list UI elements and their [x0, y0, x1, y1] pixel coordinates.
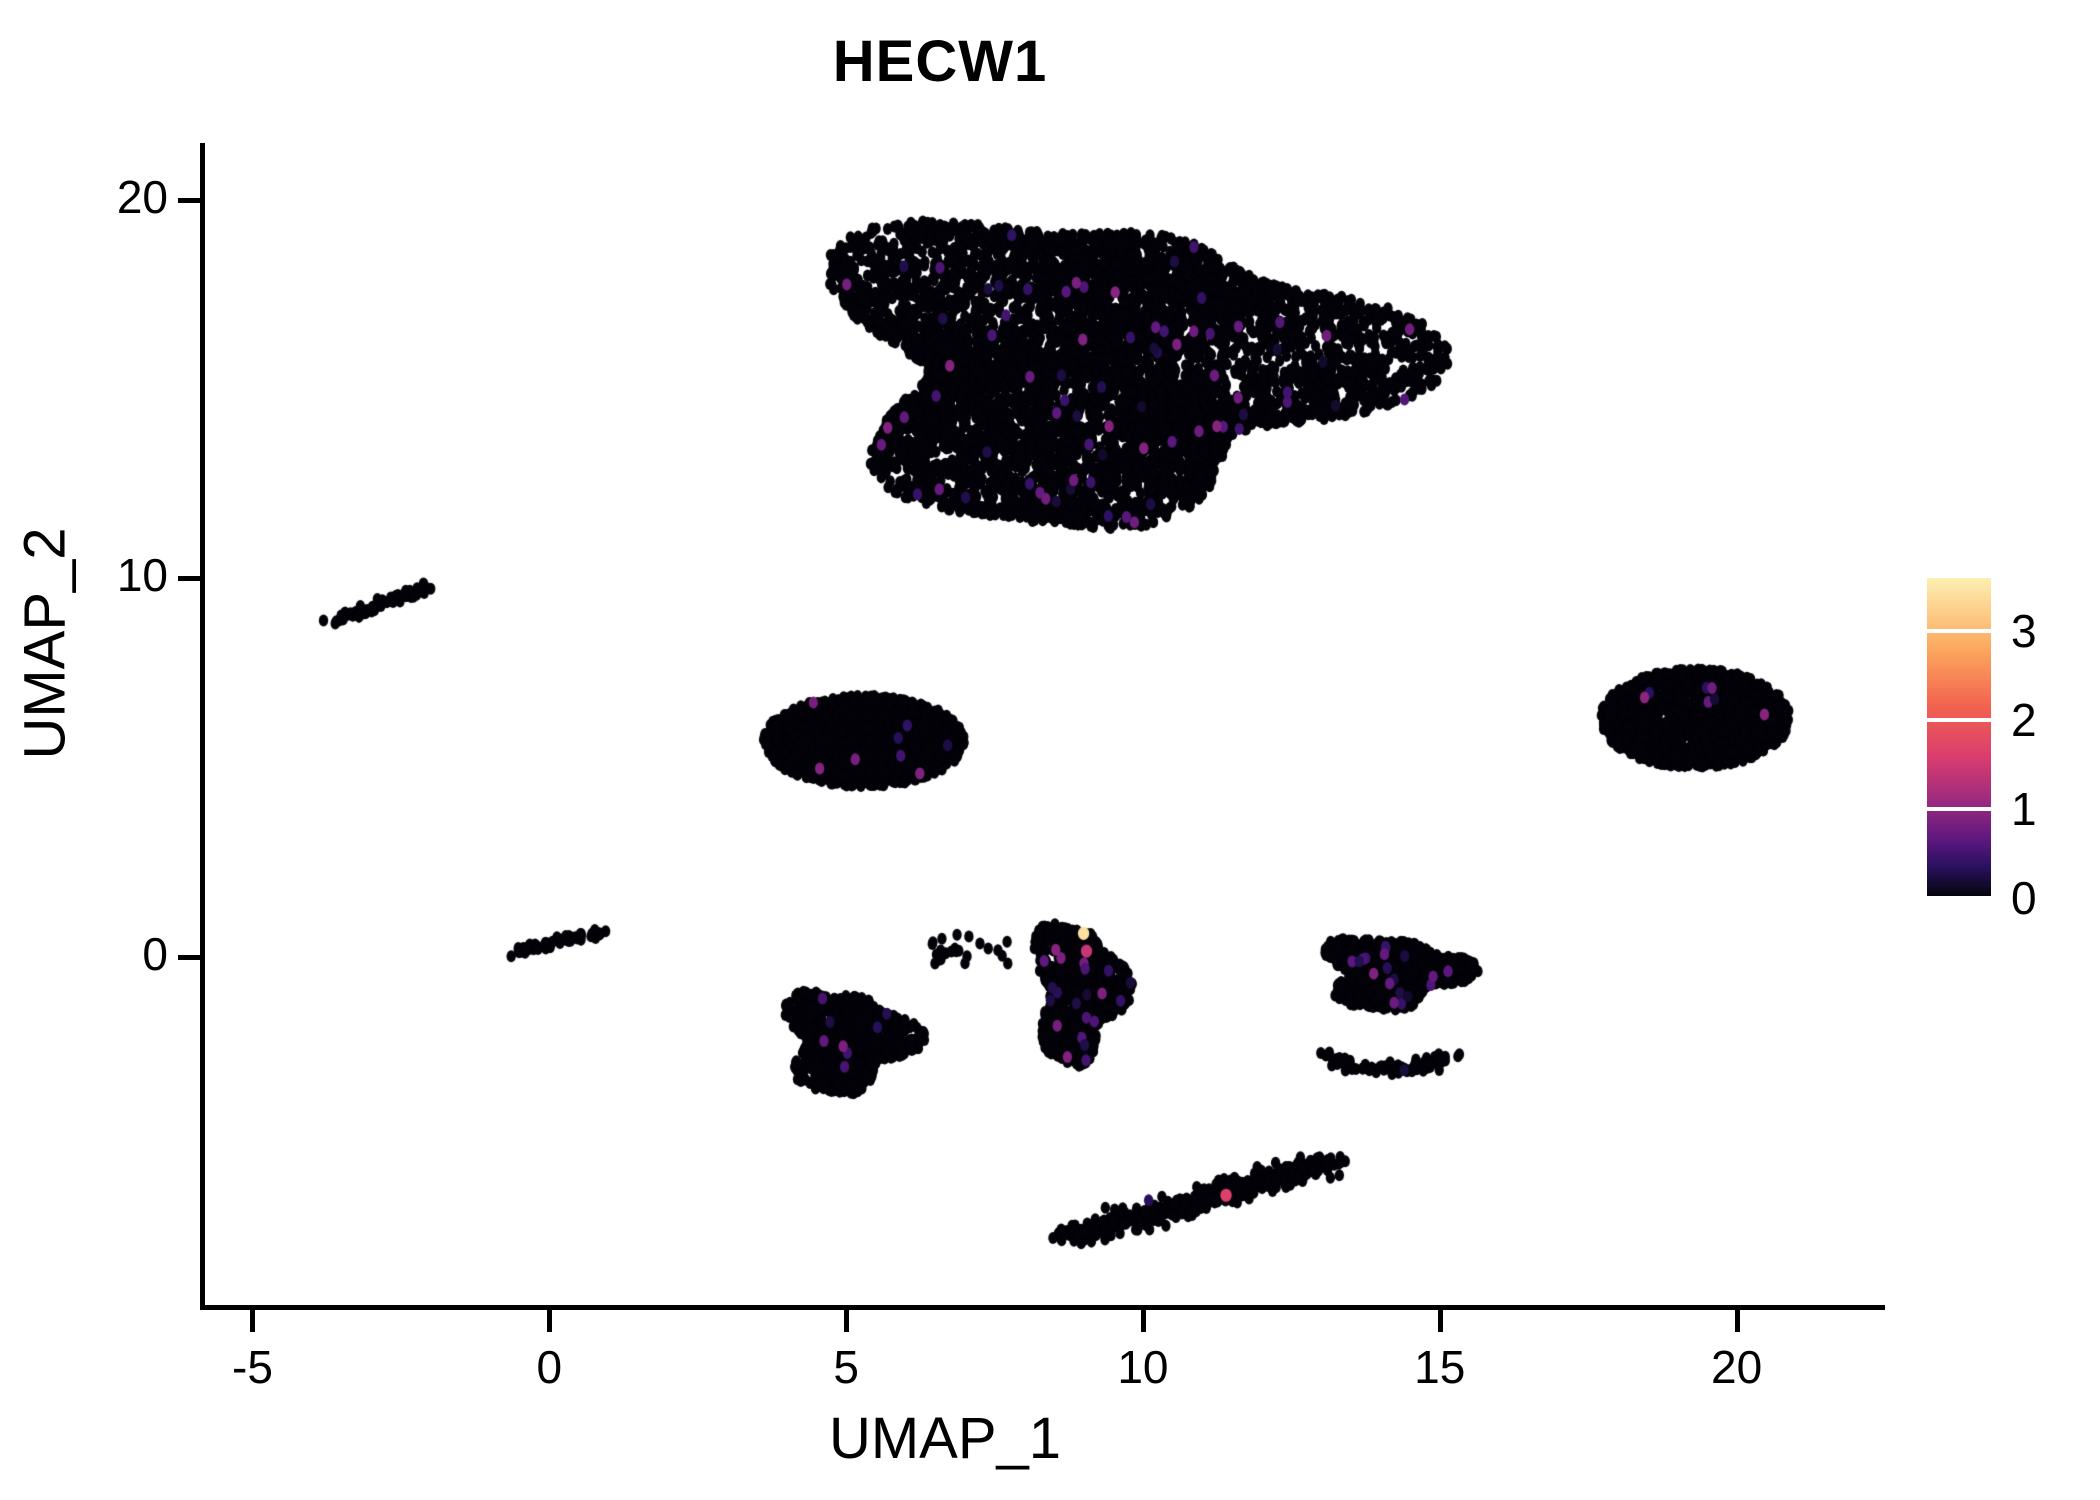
- colorbar-legend: 0 1 2 3: [1927, 578, 2037, 924]
- colorbar-tick-mark: [1927, 807, 1991, 812]
- y-tick-label: 10: [116, 549, 168, 602]
- y-axis-title: UMAP_2: [12, 527, 78, 760]
- colorbar-gradient: [1927, 578, 1991, 898]
- x-tick-label: 5: [833, 1341, 859, 1393]
- colorbar-tick-mark: [1927, 896, 1991, 900]
- x-tick-label: 15: [1414, 1341, 1466, 1393]
- x-tick-label: 0: [536, 1341, 563, 1393]
- x-tick-mark: [547, 1310, 553, 1332]
- scatter-canvas: [205, 143, 1885, 1305]
- y-tick-mark: [178, 576, 200, 582]
- y-tick-mark: [178, 197, 200, 203]
- x-tick-label: -5: [232, 1341, 273, 1393]
- plot-panel: [205, 143, 1885, 1305]
- x-tick-label: 10: [1117, 1341, 1169, 1393]
- colorbar-tick-label: 1: [2011, 783, 2037, 836]
- colorbar-tick-mark: [1927, 629, 1991, 634]
- y-tick-label: 20: [116, 170, 168, 223]
- x-tick-mark: [844, 1310, 850, 1332]
- x-tick-label: 20: [1710, 1341, 1763, 1393]
- x-axis-title: UMAP_1: [828, 1406, 1062, 1471]
- x-axis-line: [200, 1305, 1885, 1310]
- colorbar-tick-label: 2: [2011, 694, 2037, 747]
- x-tick-mark: [1437, 1310, 1443, 1332]
- y-axis-line: [200, 143, 205, 1310]
- page-title: HECW1: [832, 29, 1048, 94]
- x-tick-mark: [1140, 1310, 1146, 1332]
- x-tick-mark: [250, 1310, 256, 1332]
- y-tick-label: 0: [142, 927, 168, 980]
- colorbar-tick-label: 3: [2011, 605, 2037, 658]
- colorbar-tick-label: 0: [2011, 872, 2037, 924]
- x-tick-mark: [1734, 1310, 1740, 1332]
- y-tick-mark: [178, 954, 200, 960]
- colorbar-tick-mark: [1927, 718, 1991, 723]
